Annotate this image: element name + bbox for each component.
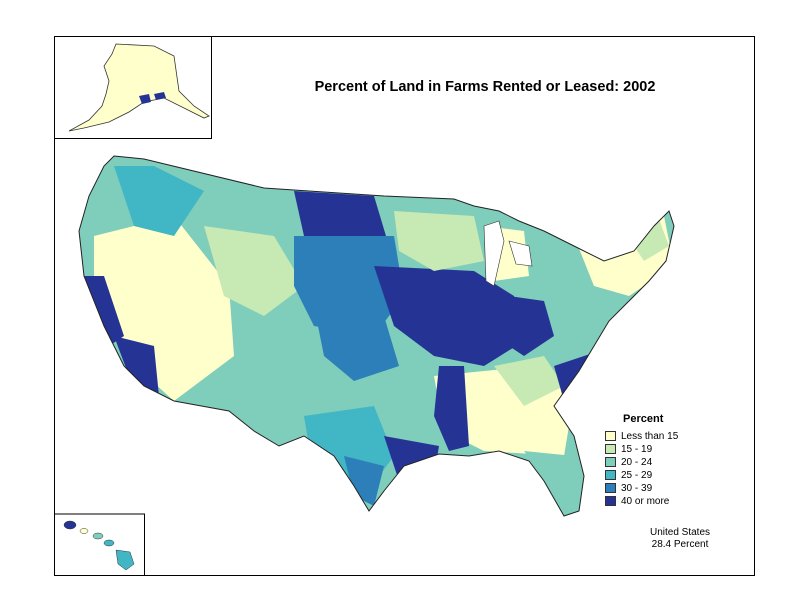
legend-item: 30 - 39 [605,482,715,494]
legend-swatch [605,496,616,506]
legend-item: 40 or more [605,495,715,507]
legend-item: 15 - 19 [605,443,715,455]
legend-item: Less than 15 [605,430,715,442]
map-title: Percent of Land in Farms Rented or Lease… [314,79,656,95]
legend-label: Less than 15 [621,430,679,442]
hawaii-inset [54,513,145,576]
choropleth-map [54,36,675,576]
legend-swatch [605,470,616,480]
legend-label: 30 - 39 [621,482,653,494]
legend-swatch [605,431,616,441]
legend-swatch [605,444,616,454]
lake-huron [508,240,533,267]
contiguous-us [79,156,674,516]
legend-label: 25 - 29 [621,469,653,481]
legend-label: 40 or more [621,495,670,507]
summary-line2: 28.4 Percent [651,539,709,550]
legend-item: 20 - 24 [605,456,715,468]
us-summary: United States 28.4 Percent [630,527,730,551]
legend-title: Percent [623,413,664,425]
legend-label: 15 - 19 [621,443,653,455]
legend-label: 20 - 24 [621,456,653,468]
legend: Percent Less than 15 15 - 19 20 - 24 25 … [605,413,715,508]
summary-line1: United States [649,527,711,538]
legend-item: 25 - 29 [605,469,715,481]
us-outline [78,155,675,517]
lake-michigan [483,220,505,287]
alaska-inset [54,36,212,139]
legend-swatch [605,457,616,467]
legend-swatch [605,483,616,493]
